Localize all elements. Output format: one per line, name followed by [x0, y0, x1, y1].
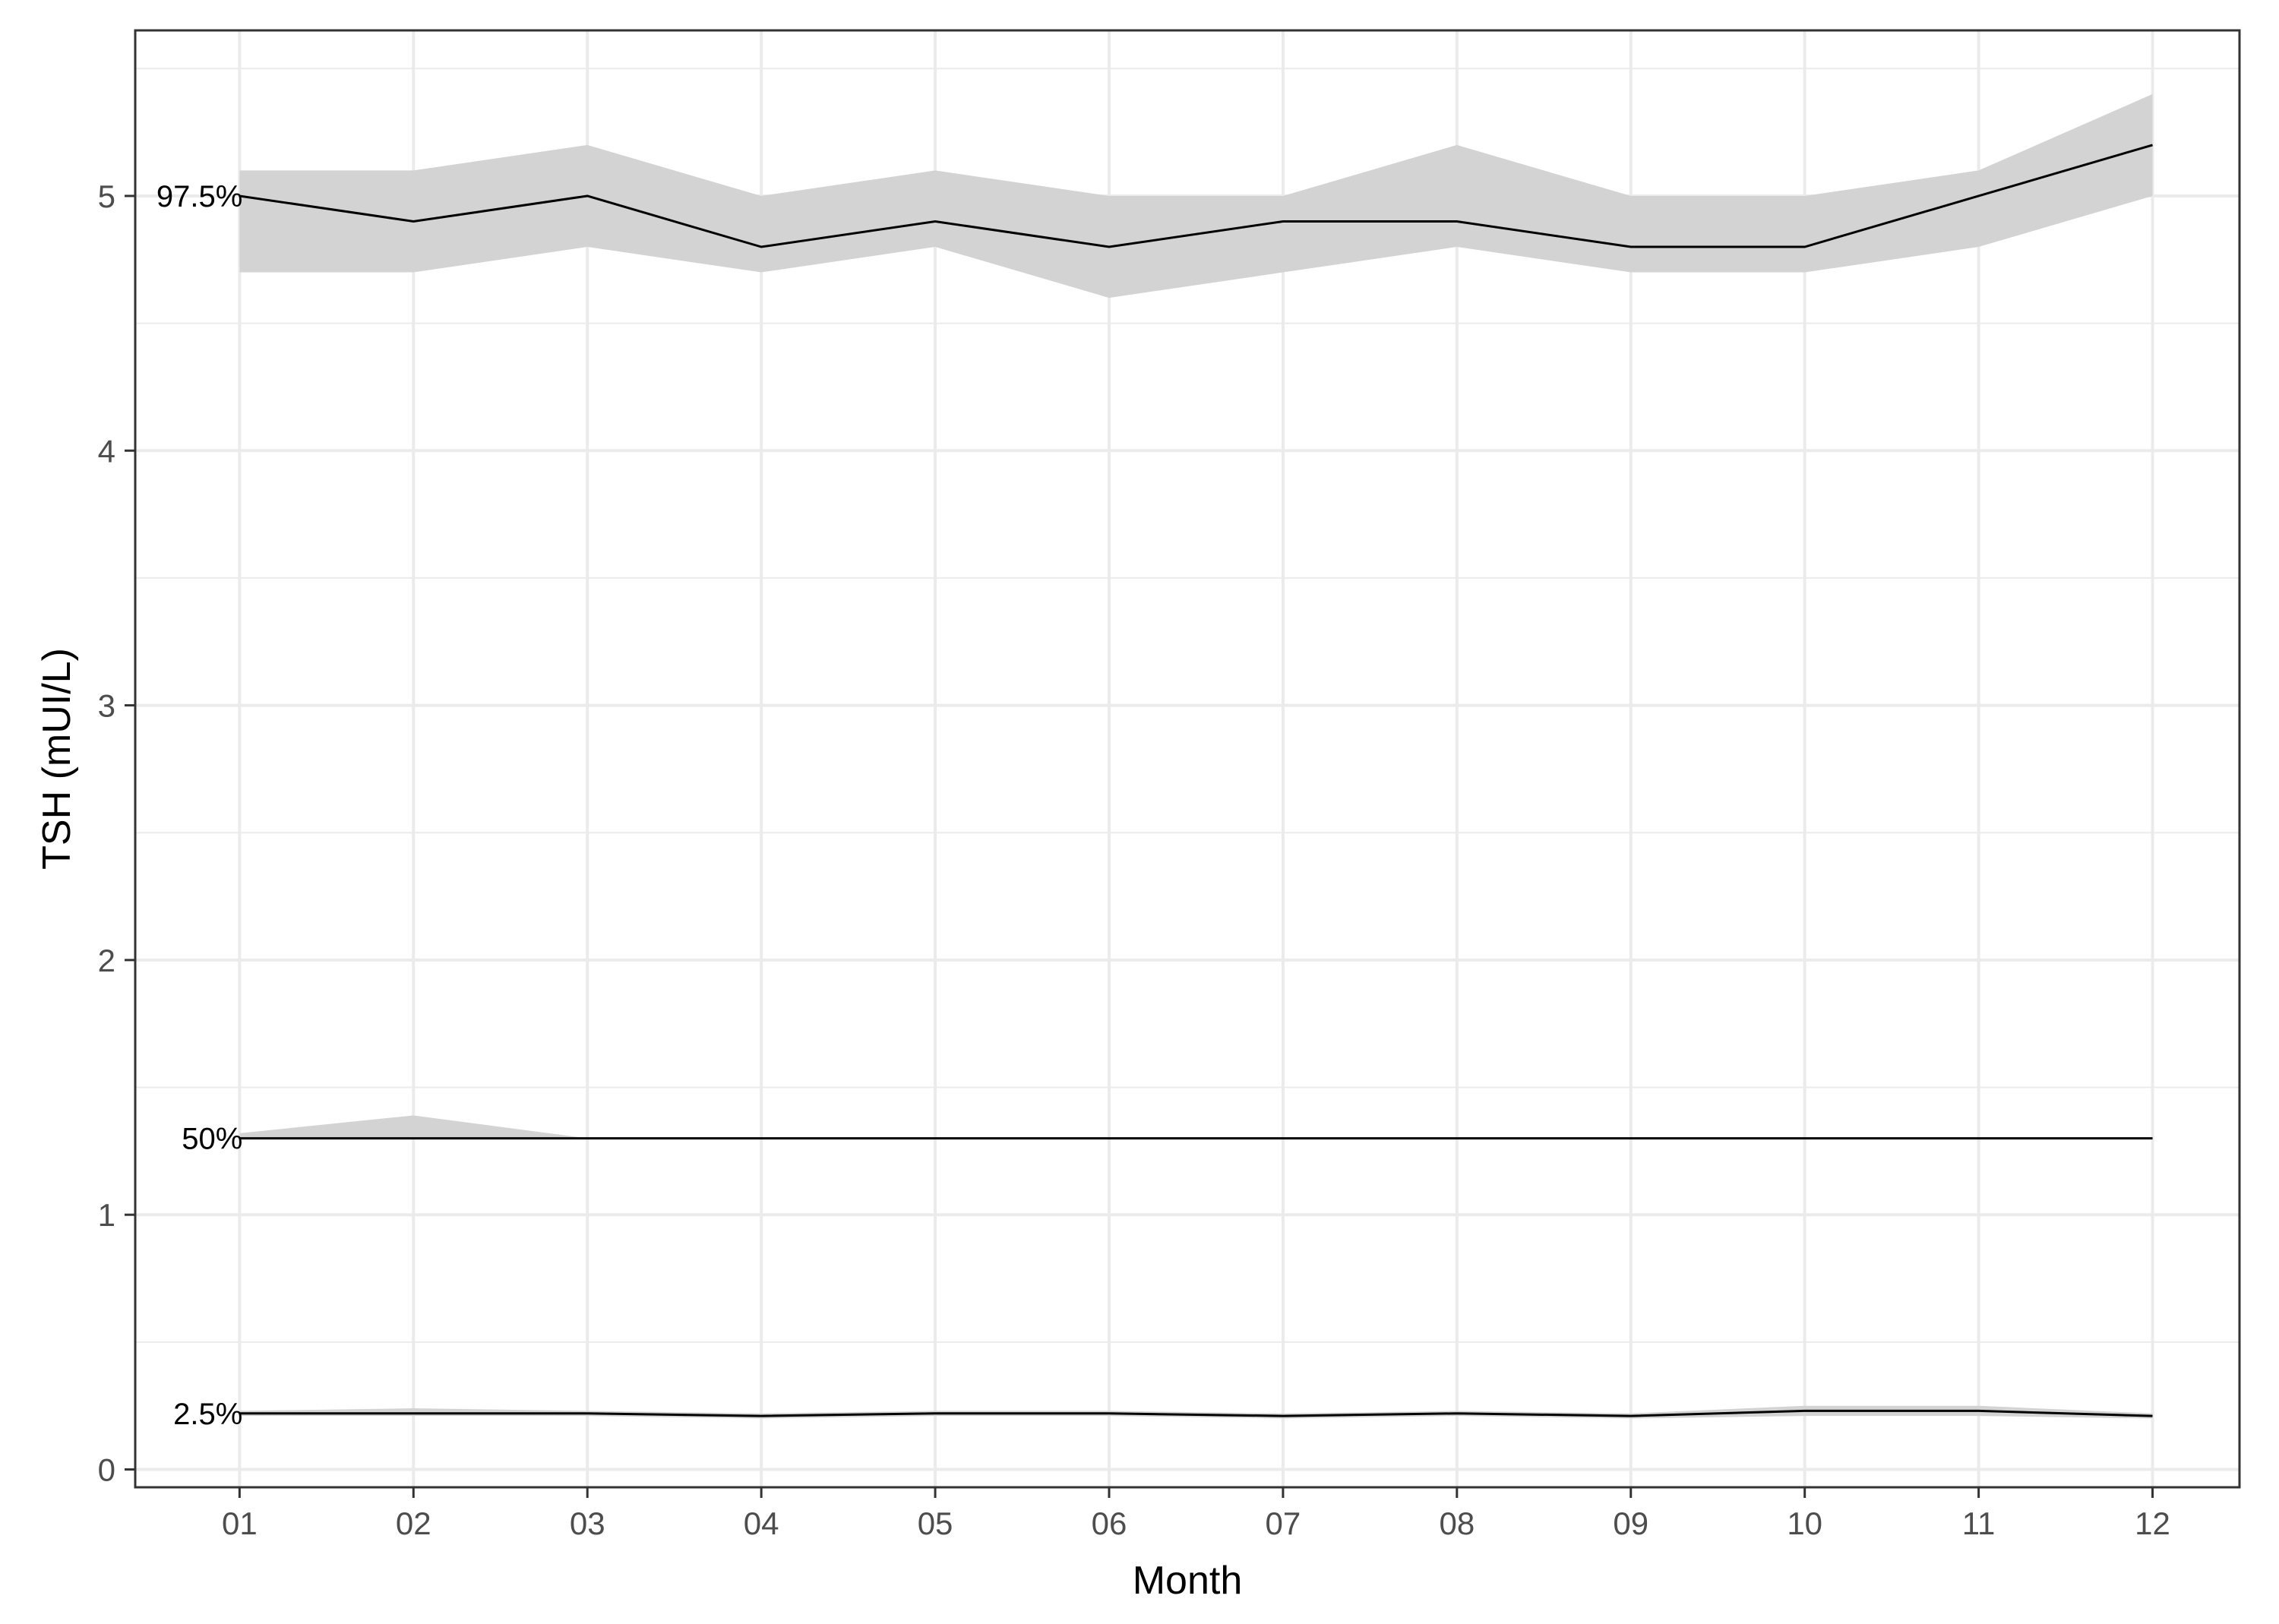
y-tick-label: 2 [98, 943, 115, 978]
y-axis-title: TSH (mUI/L) [35, 648, 79, 870]
percentile-line [239, 1409, 2153, 1417]
panel-border [134, 29, 2241, 1489]
x-tick-label: 06 [1092, 1506, 1127, 1541]
series-labels: 97.5% 50% 2.5% [156, 180, 242, 1431]
x-axis: 01 02 03 04 05 06 07 08 09 10 11 12 [222, 1487, 2170, 1541]
x-tick-label: 05 [918, 1506, 953, 1541]
x-tick-label: 12 [2135, 1506, 2170, 1541]
x-tick-label: 07 [1266, 1506, 1301, 1541]
x-tick-label: 08 [1439, 1506, 1475, 1541]
x-tick-label: 09 [1613, 1506, 1648, 1541]
x-axis-title: Month [1133, 1559, 1243, 1603]
y-tick-label: 0 [98, 1452, 115, 1488]
y-tick-label: 4 [98, 433, 115, 469]
y-tick-label: 3 [98, 688, 115, 724]
x-tick-label: 01 [222, 1506, 258, 1541]
series-label: 2.5% [173, 1398, 242, 1431]
percentile-lines [239, 144, 2153, 1417]
confidence-band [239, 1115, 2153, 1139]
grid-lines [135, 30, 2239, 1487]
x-tick-label: 02 [396, 1506, 431, 1541]
y-axis: 0 1 2 3 4 5 [98, 179, 135, 1488]
y-tick-label: 1 [98, 1197, 115, 1233]
series-label: 50% [182, 1123, 242, 1156]
x-tick-label: 10 [1787, 1506, 1822, 1541]
x-tick-label: 11 [1962, 1506, 1996, 1541]
series-label: 97.5% [156, 180, 242, 213]
x-tick-label: 03 [570, 1506, 605, 1541]
y-tick-label: 5 [98, 179, 115, 214]
percentile-line [239, 144, 2153, 248]
x-tick-label: 04 [744, 1506, 779, 1541]
